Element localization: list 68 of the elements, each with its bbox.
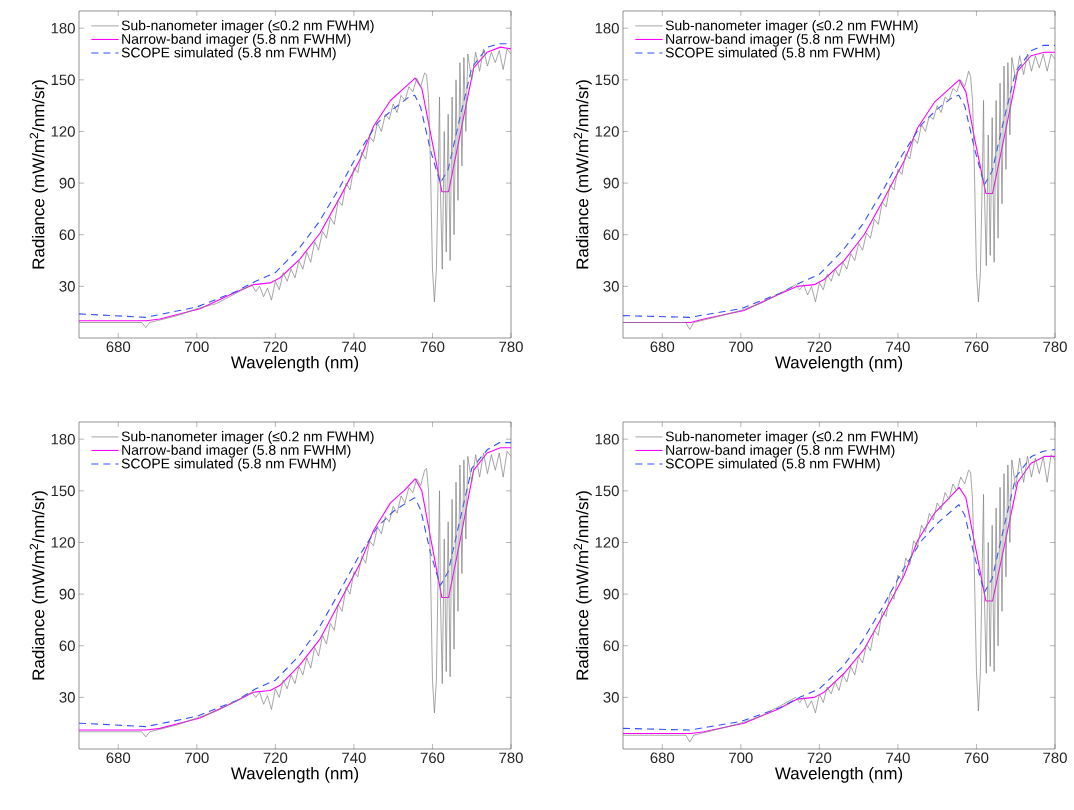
legend-label: SCOPE simulated (5.8 nm FWHM)	[121, 47, 336, 61]
y-tick-label: 30	[603, 281, 619, 292]
x-tick-label: 720	[807, 341, 832, 353]
y-tick-label: 180	[595, 433, 619, 445]
y-axis-title: Radiance (mW/m$^{2}$/nm/sr)	[573, 80, 592, 269]
x-tick-label: 700	[729, 341, 753, 353]
legend-label: Narrow-band imager (5.8 nm FWHM)	[122, 444, 351, 458]
legend-label: Narrow-band imager (5.8 nm FWHM)	[666, 33, 895, 47]
y-tick-label: 150	[595, 485, 619, 497]
legend-label: SCOPE simulated (5.8 nm FWHM)	[665, 47, 880, 61]
x-tick-label: 680	[106, 341, 131, 353]
y-tick-label: 180	[51, 22, 75, 34]
y-tick-label: 60	[59, 640, 75, 652]
x-tick-label: 740	[886, 752, 910, 764]
legend-label: Sub-nanometer imager (≤0.2 nm FWHM)	[665, 20, 918, 34]
y-tick-label: 120	[51, 537, 75, 548]
x-axis-title: Wavelength (nm)	[230, 355, 359, 372]
y-axis-title: Radiance (mW/m$^{2}$/nm/sr)	[573, 491, 592, 680]
x-tick-label: 720	[263, 752, 288, 764]
y-tick-label: 30	[59, 281, 75, 292]
x-tick-label: 700	[729, 752, 753, 764]
x-tick-label: 680	[650, 752, 675, 764]
y-tick-label: 180	[51, 433, 75, 445]
y-tick-label: 150	[595, 74, 619, 86]
y-tick-label: 60	[603, 229, 619, 241]
x-tick-label: 760	[964, 752, 989, 764]
x-tick-label: 740	[886, 341, 910, 353]
x-tick-label: 780	[1043, 752, 1067, 764]
legend-label: Narrow-band imager (5.8 nm FWHM)	[666, 444, 895, 458]
y-axis-title: Radiance (mW/m$^{2}$/nm/sr)	[29, 491, 48, 680]
x-tick-label: 760	[420, 752, 445, 764]
x-tick-label: 700	[185, 752, 209, 764]
y-tick-label: 90	[603, 588, 619, 600]
y-tick-label: 60	[603, 640, 619, 652]
legend-label: Sub-nanometer imager (≤0.2 nm FWHM)	[121, 20, 374, 34]
y-tick-label: 90	[59, 588, 75, 600]
x-tick-label: 760	[420, 341, 445, 353]
x-tick-label: 780	[499, 752, 523, 764]
legend-label: SCOPE simulated (5.8 nm FWHM)	[121, 458, 336, 472]
y-tick-label: 90	[59, 177, 75, 189]
legend-label: SCOPE simulated (5.8 nm FWHM)	[665, 458, 880, 472]
x-tick-label: 760	[964, 341, 989, 353]
y-tick-label: 180	[595, 22, 619, 34]
x-tick-label: 700	[185, 341, 209, 353]
y-tick-label: 90	[603, 177, 619, 189]
x-tick-label: 740	[342, 341, 366, 353]
x-tick-label: 680	[650, 341, 675, 353]
x-tick-label: 780	[499, 341, 523, 353]
y-tick-label: 30	[603, 692, 619, 703]
x-tick-label: 720	[263, 341, 288, 353]
x-axis-title: Wavelength (nm)	[774, 355, 903, 372]
y-tick-label: 60	[59, 229, 75, 241]
y-tick-label: 120	[595, 537, 619, 548]
x-tick-label: 680	[106, 752, 131, 764]
y-tick-label: 120	[51, 126, 75, 137]
y-tick-label: 150	[51, 485, 75, 497]
y-axis-title: Radiance (mW/m$^{2}$/nm/sr)	[29, 80, 48, 269]
y-tick-label: 30	[59, 692, 75, 703]
legend-label: Sub-nanometer imager (≤0.2 nm FWHM)	[121, 431, 374, 445]
x-tick-label: 780	[1043, 341, 1067, 353]
x-axis-title: Wavelength (nm)	[774, 766, 903, 783]
legend-label: Sub-nanometer imager (≤0.2 nm FWHM)	[665, 431, 918, 445]
x-axis-title: Wavelength (nm)	[230, 766, 359, 783]
y-tick-label: 120	[595, 126, 619, 137]
legend-label: Narrow-band imager (5.8 nm FWHM)	[122, 33, 351, 47]
x-tick-label: 740	[342, 752, 366, 764]
y-tick-label: 150	[51, 74, 75, 86]
x-tick-label: 720	[807, 752, 832, 764]
